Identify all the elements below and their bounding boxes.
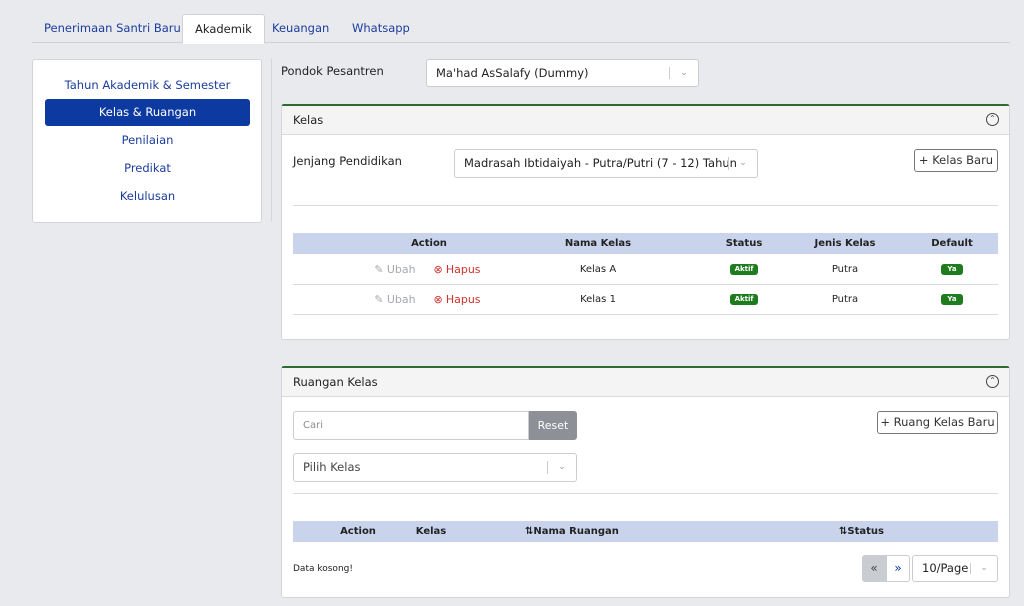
col-status-label: Status [847,526,884,537]
nama-kelas-cell: Kelas 1 [580,294,616,305]
default-badge: Ya [941,293,963,305]
plus-icon: + [918,153,929,167]
collapse-up-icon[interactable]: ⌃ [986,375,999,388]
academic-menu: Tahun Akademik & Semester Kelas & Ruanga… [32,59,262,223]
new-ruang-kelas-button-label: Ruang Kelas Baru [893,415,995,429]
jenjang-select[interactable]: Madrasah Ibtidaiyah - Putra/Putri (7 - 1… [454,149,758,178]
col-default: Default [931,238,973,249]
menu-item-tahun-akademik[interactable]: Tahun Akademik & Semester [64,78,231,92]
jenjang-label: Jenjang Pendidikan [293,154,402,168]
table-row: ✎ Ubah ⊗ Hapus Kelas A Aktif Putra Ya [293,255,998,285]
status-cell: Aktif [709,285,779,314]
select-separator [547,461,548,474]
delete-label: Hapus [445,293,481,306]
ruangan-panel-header: Ruangan Kelas ⌃ [282,368,1009,397]
edit-label: Ubah [386,263,416,276]
pondok-select[interactable]: Ma'had AsSalafy (Dummy) ⌄ [426,59,699,87]
pencil-icon: ✎ [374,293,384,306]
kelas-panel-header: Kelas ⌃ [282,106,1009,135]
edit-button[interactable]: ✎ Ubah [373,285,417,315]
col-status: Status [725,238,763,249]
chevron-down-icon: ⌄ [680,68,688,78]
default-badge: Ya [941,263,963,275]
plus-icon: + [880,415,891,429]
edit-label: Ubah [386,293,416,306]
pilih-kelas-select[interactable]: Pilih Kelas ⌄ [293,453,577,482]
search-input[interactable]: Cari [293,411,529,440]
collapse-up-icon[interactable]: ⌃ [986,113,999,126]
divider [293,205,998,206]
new-ruang-kelas-button[interactable]: + Ruang Kelas Baru [877,411,998,434]
col-status[interactable]: ⇅Status [839,521,889,542]
reset-button[interactable]: Reset [529,411,577,440]
col-nama-ruangan[interactable]: ⇅Nama Ruangan [525,521,621,542]
status-badge: Aktif [729,293,759,305]
vertical-divider [271,59,272,221]
edit-button[interactable]: ✎ Ubah [373,255,417,285]
col-nama-kelas: Nama Kelas [564,238,632,249]
tab-penerimaan-santri-baru[interactable]: Penerimaan Santri Baru [44,21,181,35]
nama-kelas-cell: Kelas A [579,264,617,275]
sort-icon: ⇅ [839,526,848,537]
col-nama-ruangan-label: Nama Ruangan [533,526,619,537]
sort-icon: ⇅ [525,526,534,537]
jenjang-select-value: Madrasah Ibtidaiyah - Putra/Putri (7 - 1… [464,156,737,170]
divider [293,493,998,494]
ruangan-panel-title: Ruangan Kelas [293,375,378,389]
menu-item-predikat[interactable]: Predikat [124,161,171,175]
status-cell: Aktif [709,255,779,284]
page-size-select[interactable]: 10/Page ⌄ [912,555,998,582]
default-cell: Ya [919,285,985,314]
last-page-icon[interactable]: » [886,555,910,582]
x-circle-icon: ⊗ [433,293,443,306]
col-jenis-kelas: Jenis Kelas [814,238,876,249]
page-size-value: 10/Page [922,561,969,575]
first-page-icon[interactable]: « [862,555,886,582]
menu-item-kelulusan[interactable]: Kelulusan [119,189,176,203]
tab-whatsapp[interactable]: Whatsapp [352,21,410,35]
new-kelas-button[interactable]: + Kelas Baru [914,149,998,172]
status-badge: Aktif [729,263,759,275]
jenis-kelas-cell: Putra [831,264,859,275]
delete-button[interactable]: ⊗ Hapus [431,255,483,285]
col-action: Action [411,238,447,249]
col-kelas: Kelas [415,526,447,537]
empty-message: Data kosong! [293,564,353,574]
chevron-down-icon: ⌄ [558,462,566,472]
menu-item-kelas-ruangan[interactable]: Kelas & Ruangan [45,99,250,126]
new-kelas-button-label: Kelas Baru [932,153,994,167]
top-tabs: Penerimaan Santri Baru Akademik Keuangan… [32,14,1010,44]
ruangan-panel: Ruangan Kelas ⌃ Cari Reset + Ruang Kelas… [281,366,1010,598]
jenis-kelas-cell: Putra [831,294,859,305]
pencil-icon: ✎ [374,263,384,276]
tab-keuangan[interactable]: Keuangan [272,21,330,35]
pondok-select-value: Ma'had AsSalafy (Dummy) [436,66,589,80]
x-circle-icon: ⊗ [433,263,443,276]
chevron-down-icon: ⌄ [739,158,747,168]
col-action: Action [340,526,376,537]
select-separator [728,157,729,170]
default-cell: Ya [919,255,985,284]
table-row: ✎ Ubah ⊗ Hapus Kelas 1 Aktif Putra Ya [293,285,998,315]
kelas-panel-title: Kelas [293,113,324,127]
chevron-down-icon: ⌄ [980,563,988,573]
kelas-table-header: Action Nama Kelas Status Jenis Kelas Def… [293,233,998,254]
tab-akademik[interactable]: Akademik [182,14,265,44]
delete-button[interactable]: ⊗ Hapus [431,285,483,315]
pondok-label: Pondok Pesantren [281,64,384,78]
delete-label: Hapus [445,263,481,276]
select-separator [970,563,971,574]
pilih-kelas-placeholder: Pilih Kelas [303,460,361,474]
select-separator [669,67,670,79]
menu-item-penilaian[interactable]: Penilaian [121,133,174,147]
kelas-panel: Kelas ⌃ Jenjang Pendidikan Madrasah Ibti… [281,104,1010,340]
ruangan-table-header: Action Kelas ⇅Nama Ruangan ⇅Status [293,521,998,542]
